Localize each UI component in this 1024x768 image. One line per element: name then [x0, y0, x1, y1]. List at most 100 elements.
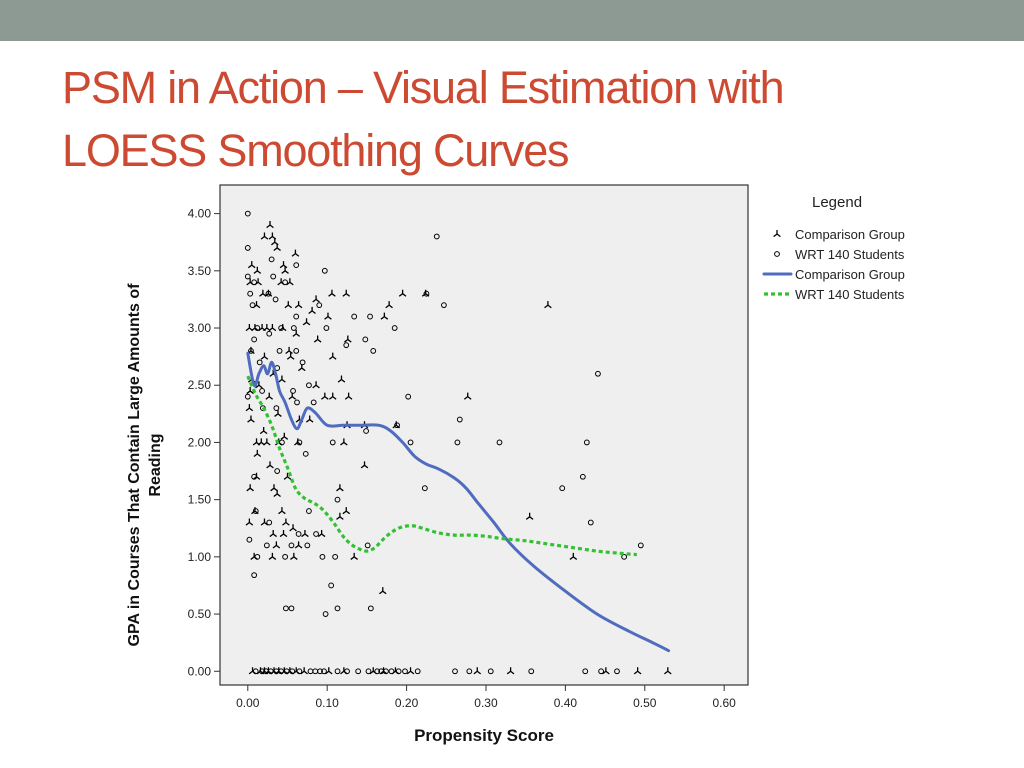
- wrt-140-students-point: [304, 542, 311, 549]
- wrt-140-students-point: [265, 290, 272, 297]
- wrt-140-students-point: [582, 668, 589, 675]
- legend: Legend Comparison Group WRT 140 Students Co…: [762, 194, 905, 302]
- wrt-140-students-point: [256, 359, 263, 366]
- comparison-group-point: [289, 524, 297, 532]
- comparison-group-point: [301, 529, 309, 538]
- legend-circle-marker: [774, 251, 780, 257]
- comparison-group-point: [265, 392, 274, 400]
- y-axis-label-line-1: GPA in Courses That Contain Large Amount…: [126, 283, 143, 647]
- wrt-140-students-point: [282, 553, 289, 560]
- comparison-group-point: [328, 289, 336, 297]
- wrt-140-students-point: [252, 668, 259, 675]
- comparison-group-point: [285, 346, 293, 355]
- comparison-group-point: [259, 426, 268, 435]
- wrt-140-students-point: [323, 325, 330, 331]
- y-axis-label-line-2: Reading: [147, 433, 164, 496]
- wrt-140-students-point: [293, 313, 300, 320]
- slide-title: PSM in Action – Visual Estimation with L…: [62, 56, 962, 182]
- comparison-group-point: [344, 392, 353, 400]
- comparison-group-point: [544, 301, 552, 309]
- comparison-group-point: [294, 541, 303, 549]
- comparison-group-point: [312, 381, 320, 389]
- comparison-group-point: [283, 472, 292, 480]
- wrt-140-students-point: [251, 279, 258, 286]
- comparison-group-point: [255, 381, 263, 389]
- wrt-140-students-point: [329, 439, 336, 446]
- wrt-140-students-point: [244, 210, 251, 217]
- wrt-140-students-point: [251, 572, 258, 579]
- wrt-140-students-point: [363, 428, 369, 434]
- comparison-group-point: [602, 667, 610, 675]
- comparison-group-point: [268, 324, 277, 332]
- wrt-140-students-point: [496, 439, 503, 446]
- axes: 0.00 0.50 1.00 1.50 2.00 2.50 3.00 3.50 4.00 0.00…: [126, 207, 736, 745]
- wrt-140-students-point: [276, 348, 283, 354]
- comparison-group-point: [247, 261, 256, 269]
- x-tick-label: 0.50: [633, 696, 657, 710]
- wrt-140-students-point: [319, 553, 326, 560]
- comparison-group-loess-curve: [246, 351, 671, 653]
- wrt-140-students-point: [395, 668, 402, 675]
- comparison-group-point: [302, 318, 311, 326]
- wrt-140-students-point: [249, 302, 256, 309]
- wrt-140-students-point: [414, 668, 421, 675]
- comparison-group-point: [313, 335, 322, 343]
- wrt-140-students-point: [316, 302, 323, 309]
- wrt-140-students-point: [299, 359, 306, 366]
- slide-title-line-2: LOESS Smoothing Curves: [62, 125, 570, 176]
- wrt-140-students-point: [370, 348, 377, 354]
- wrt-140-students-point: [296, 439, 303, 446]
- wrt-140-students-point: [306, 382, 312, 389]
- legend-triangle-marker: [773, 230, 781, 238]
- wrt-140-students-point: [466, 668, 473, 675]
- wrt-140-students-point: [367, 313, 373, 320]
- comparison-group-point: [253, 266, 262, 274]
- comparison-group-point: [350, 552, 358, 560]
- comparison-group-point: [278, 507, 286, 515]
- wrt-140-students-point: [288, 542, 295, 549]
- comparison-group-point: [378, 587, 387, 595]
- comparison-group-point: [324, 667, 333, 675]
- wrt-140-students-point: [293, 348, 300, 354]
- comparison-group-point: [328, 352, 337, 360]
- comparison-group-point: [278, 375, 286, 383]
- y-tick-label: 1.50: [188, 493, 212, 507]
- wrt-140-students-point: [263, 542, 270, 549]
- wrt-140-students-loess-curve: [246, 375, 637, 557]
- comparison-group-point: [305, 415, 314, 423]
- comparison-group-point: [336, 512, 344, 520]
- wrt-140-students-point: [351, 313, 358, 320]
- comparison-group-point: [279, 529, 288, 538]
- wrt-140-students-point: [259, 668, 265, 675]
- y-tick-label: 2.00: [188, 435, 212, 449]
- comparison-group-point: [385, 301, 393, 309]
- comparison-group-point: [312, 295, 320, 303]
- plot-background: [219, 184, 749, 686]
- wrt-140-students-point: [456, 416, 463, 423]
- wrt-140-students-point: [583, 439, 590, 446]
- comparison-group-point: [380, 312, 389, 320]
- wrt-140-students-point: [306, 508, 312, 514]
- comparison-group-point: [290, 552, 298, 560]
- wrt-140-students-point: [362, 336, 369, 343]
- comparison-group-point: [294, 301, 303, 309]
- wrt-140-students-point: [374, 668, 381, 675]
- x-tick-label: 0.00: [236, 696, 260, 710]
- y-tick-label: 0.00: [188, 664, 212, 678]
- comparison-group-point: [273, 243, 281, 252]
- wrt-140-students-point: [288, 605, 295, 612]
- x-tick-label: 0.20: [395, 696, 419, 710]
- comparison-group-point: [328, 392, 337, 400]
- comparison-group-point: [525, 512, 534, 520]
- wrt-140-students-point: [296, 668, 303, 675]
- wrt-140-students-point: [251, 473, 258, 480]
- comparison-group-point: [340, 438, 348, 446]
- wrt-140-students-point: [274, 468, 281, 474]
- wrt-140-students-point: [273, 405, 280, 412]
- wrt-140-students-point: [579, 473, 586, 480]
- comparison-group-point: [360, 461, 369, 469]
- wrt-140-students-point: [365, 668, 372, 675]
- wrt-140-students-point: [621, 553, 628, 560]
- wrt-140-students-point: [559, 485, 566, 492]
- slide-title-line-1: PSM in Action – Visual Estimation with: [62, 62, 785, 113]
